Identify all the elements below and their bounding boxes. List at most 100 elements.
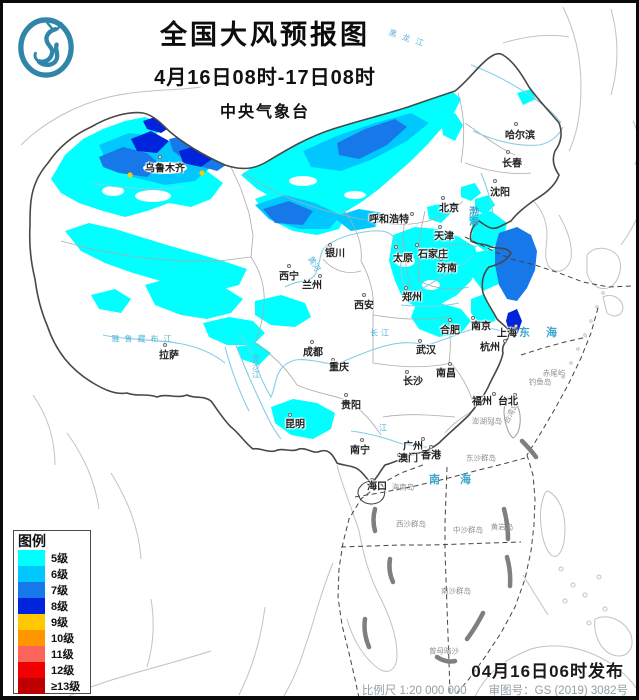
city-dot [513,393,517,397]
sea-name-label: 渤海 [466,206,478,226]
island-name-label: 西沙群岛 [396,519,426,529]
city-dot [394,245,398,249]
legend-label: 7级 [51,585,69,597]
legend-title: 图例 [18,533,46,549]
city-dot [344,393,348,397]
city-label: 合肥 [440,325,460,337]
wind-area-5级 [91,289,131,313]
approval-number: 审图号：GS (2019) 3082号 [488,685,628,697]
city-label: 济南 [437,263,457,275]
forecast-period: 4月16日08时-17日08时 [154,67,376,89]
city-dot [360,438,364,442]
island-name-label: 南沙群岛 [441,586,471,596]
wind-point-9级 [199,170,205,176]
city-label: 昆明 [285,419,305,431]
city-dot [158,155,162,159]
city-dot [331,358,335,362]
legend-swatch [18,566,45,582]
legend-item: ≥13级 [18,678,90,694]
river-name-label: 雅鲁藏布江 [111,334,177,344]
city-dot [415,243,419,247]
title-block: 全国大风预报图 4月16日08时-17日08时 中央气象台 [154,13,376,122]
city-dot [429,445,433,449]
city-label: 天津 [434,231,454,243]
city-label: 哈尔滨 [505,130,535,142]
city-dot [287,264,291,268]
wind-area-5级 [271,399,335,439]
city-label: 武汉 [416,345,436,357]
china-border [28,52,562,484]
legend-label: 8级 [51,601,69,613]
legend-swatch [18,598,45,614]
city-label: 南昌 [436,368,456,380]
sea-name-label: 南海 [429,474,491,486]
wind-area-gaps [102,162,440,290]
city-dot [471,316,475,320]
legend-swatch [18,678,45,694]
legend-item: 5级 [18,550,90,566]
wind-area-5级 [517,89,536,105]
foreign-coastlines [20,6,636,696]
city-label: 呼和浩特 [369,214,409,226]
city-label: 上海 [497,328,517,340]
city-dot [163,343,167,347]
legend-item: 6级 [18,566,90,582]
wind-area-5级 [427,203,451,223]
wind-area-7级 [495,227,537,301]
legend-swatch [18,550,45,566]
city-dot [441,196,445,200]
island-name-label: 赤尾屿 [542,368,566,378]
wind-area-8级 [131,131,169,153]
city-dot [448,362,452,366]
river-name-label: 长江 [370,328,392,338]
city-dot [438,225,442,229]
wind-area-7级 [337,119,407,159]
legend-swatch [18,614,45,630]
city-label: 重庆 [329,362,349,374]
city-label: 贵阳 [341,400,361,412]
wind-area-5级 [255,295,311,327]
city-label: 福州 [472,396,492,408]
legend-label: 11级 [51,649,74,661]
city-label: 拉萨 [159,350,179,362]
legend-label: 5级 [51,553,69,565]
island-name-label: 东沙群岛 [466,453,496,463]
agency-name: 中央气象台 [219,104,310,121]
legend-item: 9级 [18,614,90,630]
legend-item: 11级 [18,646,90,662]
wind-area-5级 [461,183,481,201]
wind-area-5级 [145,277,243,319]
nine-dash-line-segments [362,438,539,664]
cma-dragon-logo [17,16,75,84]
wind-area-8级 [506,309,522,335]
city-label: 郑州 [402,292,422,304]
city-label: 太原 [393,253,413,265]
city-label: 台北 [498,396,518,408]
river-name-label: 江 [379,423,387,433]
city-label: 广州 [403,441,423,453]
island-name-label: 澎湖列岛 [472,416,502,426]
page-title: 全国大风预报图 [160,20,370,50]
city-dot [493,179,497,183]
legend-swatch [18,630,45,646]
city-dot [404,286,408,290]
legend-swatch [18,582,45,598]
rivers [90,64,564,448]
city-label: 澳门 [398,453,418,465]
province-boundaries [60,92,532,436]
city-dot [328,243,332,247]
city-label: 乌鲁木齐 [145,163,185,175]
wind-area-5级 [441,113,463,141]
city-label: 南京 [471,321,491,333]
legend-item: 10级 [18,630,90,646]
city-dot [418,339,422,343]
scale-text: 比例尺 1:20 000 000 [361,685,467,697]
wind-area-5级 [389,227,479,309]
maritime-dashed-lines [337,236,632,696]
island-name-label: 海南岛 [391,482,415,492]
city-dot [397,453,401,457]
city-label: 长沙 [403,376,423,388]
island-name-label: 中沙群岛 [453,525,483,535]
city-dot [362,293,366,297]
